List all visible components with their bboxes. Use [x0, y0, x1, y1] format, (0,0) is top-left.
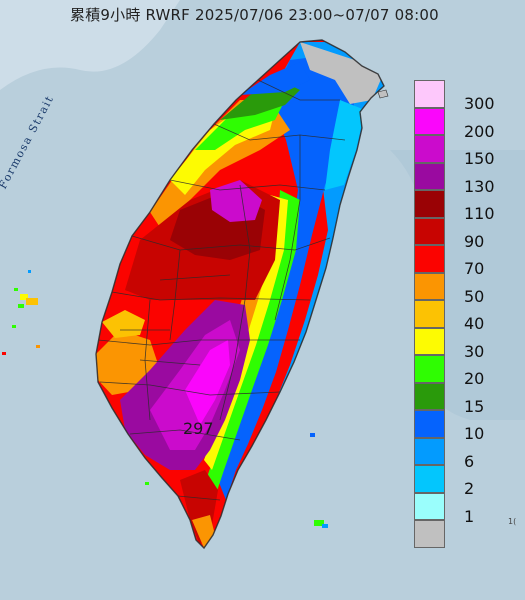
legend-row: 2 [414, 465, 514, 498]
legend-swatch [414, 410, 445, 438]
legend-label: 90 [464, 231, 485, 251]
legend-row [414, 520, 514, 548]
legend-swatch [414, 465, 445, 493]
county-borders [95, 39, 385, 550]
legend-label: 150 [464, 149, 495, 168]
legend-row: 15 [414, 382, 514, 416]
legend-swatch [414, 217, 445, 245]
max-rainfall-label: 297 [183, 419, 214, 438]
legend-label: 200 [464, 121, 495, 141]
legend-label: 10 [464, 424, 485, 443]
legend-label: 50 [464, 286, 485, 306]
legend-row: 1 [414, 492, 514, 526]
legend-label: 15 [464, 396, 485, 416]
guishan-island [377, 89, 389, 99]
legend-swatch [414, 300, 445, 328]
legend-swatch [414, 437, 445, 465]
legend-swatch [414, 272, 445, 300]
legend-swatch [414, 520, 445, 548]
rainfall-legend: 300 200 150 130 110 90 70 50 40 30 20 15 10 6 2 1 [414, 80, 514, 548]
sea-texture-2 [0, 0, 180, 90]
legend-swatch [414, 190, 445, 218]
legend-swatch [414, 80, 445, 108]
legend-row: 200 [414, 107, 514, 141]
legend-label: 1 [464, 506, 475, 526]
legend-label: 300 [464, 94, 495, 113]
legend-label: 40 [464, 314, 485, 333]
legend-label: 20 [464, 369, 485, 388]
legend-label: 70 [464, 259, 485, 278]
legend-swatch [414, 355, 445, 383]
legend-row: 90 [414, 217, 514, 251]
legend-row: 110 [414, 190, 514, 223]
legend-swatch [414, 327, 445, 355]
legend-row: 50 [414, 272, 514, 306]
legend-row: 300 [414, 80, 514, 113]
legend-row: 6 [414, 437, 514, 471]
legend-row: 40 [414, 300, 514, 333]
legend-label: 6 [464, 451, 475, 471]
legend-row: 150 [414, 135, 514, 168]
legend-swatch [414, 162, 445, 190]
legend-row: 70 [414, 245, 514, 278]
legend-swatch [414, 107, 445, 135]
legend-row: 130 [414, 162, 514, 196]
legend-label: 2 [464, 479, 475, 498]
legend-swatch [414, 245, 445, 273]
offshore-echoes [2, 270, 328, 528]
legend-label: 30 [464, 341, 485, 361]
legend-row: 30 [414, 327, 514, 361]
legend-row: 10 [414, 410, 514, 443]
legend-label: 110 [464, 204, 495, 223]
legend-swatch [414, 135, 445, 163]
edge-label: 1( [508, 517, 517, 526]
legend-row: 20 [414, 355, 514, 388]
map-title: 累積9小時 RWRF 2025/07/06 23:00~07/07 08:00 [70, 6, 439, 24]
legend-label: 130 [464, 176, 495, 196]
legend-swatch [414, 382, 445, 410]
legend-swatch [414, 492, 445, 520]
